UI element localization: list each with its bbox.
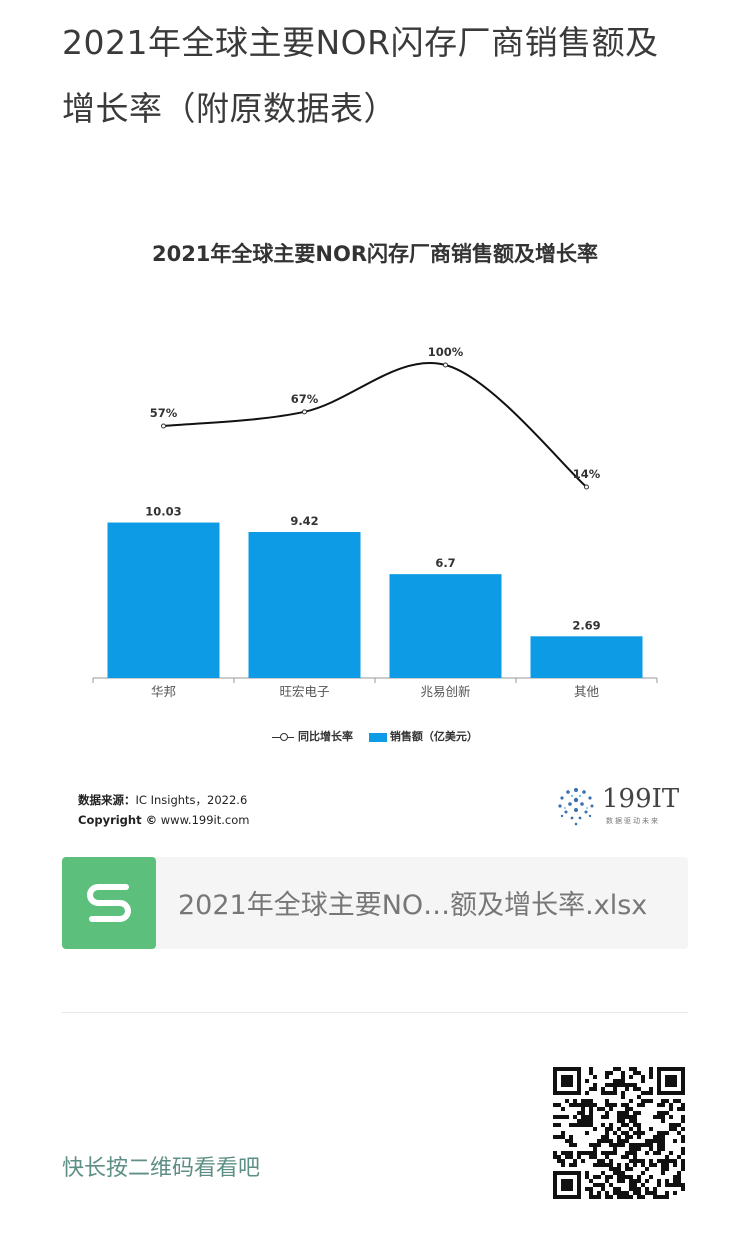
bar-1 <box>248 531 361 678</box>
article-title: 2021年全球主要NOR闪存厂商销售额及增长率（附原数据表） <box>62 23 659 128</box>
legend-bar-swatch <box>368 732 387 742</box>
file-name: 2021年全球主要NO…额及增长率.xlsx <box>178 890 648 921</box>
legend-line-item: 同比增长率 <box>272 728 353 744</box>
bar-value-label: 2.69 <box>572 618 600 632</box>
legend-bar-label: 销售额（亿美元） <box>389 730 478 743</box>
bar-2 <box>389 574 502 678</box>
growth-point-2 <box>443 362 448 368</box>
logo-text: 199IT <box>602 784 680 814</box>
x-tick-label: 华邦 <box>151 684 176 699</box>
copyright-value: www.199it.com <box>160 813 250 827</box>
chart-title: 2021年全球主要NOR闪存厂商销售额及增长率 <box>151 242 599 266</box>
qr-code-icon[interactable] <box>553 1067 685 1199</box>
growth-point-1 <box>302 409 307 415</box>
combo-chart: 10.03 华邦 9.42 旺宏电子 6.7 兆易创新 2.69 其他 57% 67% 100% 14… <box>92 345 658 699</box>
divider <box>62 1012 688 1013</box>
bar-3 <box>530 636 643 678</box>
bar-value-label: 6.7 <box>435 556 455 570</box>
growth-point-3 <box>584 484 589 490</box>
qr-hint-text: 快长按二维码看看吧 <box>62 1156 261 1181</box>
x-tick-label: 其他 <box>574 684 600 699</box>
growth-value-label: 100% <box>428 345 464 359</box>
attachment-file-card[interactable]: 2021年全球主要NO…额及增长率.xlsx <box>62 857 688 949</box>
growth-point-0 <box>161 423 166 429</box>
chart-source: 数据来源：IC Insights，2022.6 Copyright © www.… <box>78 790 249 830</box>
x-tick-label: 兆易创新 <box>420 684 470 699</box>
x-tick-label: 旺宏电子 <box>279 684 329 699</box>
bar-value-label: 10.03 <box>145 505 181 519</box>
copyright-label: Copyright © <box>78 813 158 827</box>
growth-value-label: 67% <box>291 392 319 406</box>
source-value: IC Insights，2022.6 <box>135 793 248 807</box>
bar-value-label: 9.42 <box>290 514 318 528</box>
bar-0 <box>107 522 220 678</box>
logo-subtitle: 数据驱动未来 <box>606 817 660 825</box>
growth-line <box>163 362 588 488</box>
source-label: 数据来源： <box>78 793 136 807</box>
growth-value-label: 14% <box>573 467 601 481</box>
logo-199it: 199IT 数据驱动未来 <box>552 782 682 830</box>
logo-dots-icon <box>558 788 594 826</box>
legend-line-swatch <box>272 732 295 742</box>
growth-value-label: 57% <box>150 406 178 420</box>
spreadsheet-s-icon <box>62 857 156 949</box>
legend-line-label: 同比增长率 <box>298 730 353 743</box>
legend-bar-item: 销售额（亿美元） <box>368 728 478 744</box>
chart-legend: 同比增长率 销售额（亿美元） <box>0 728 750 744</box>
